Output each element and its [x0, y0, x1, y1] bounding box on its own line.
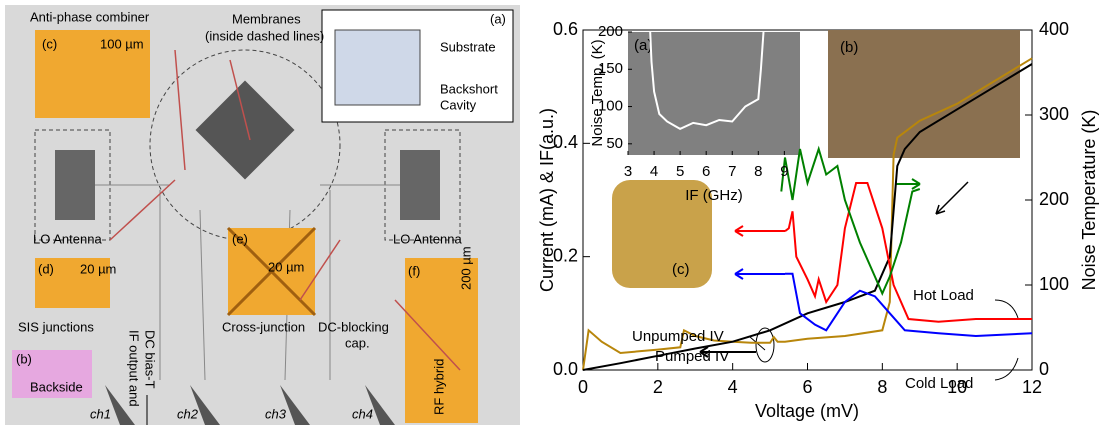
axis-arrow: [735, 269, 785, 279]
channel-label: ch2: [177, 406, 199, 421]
callout: Backside: [30, 379, 83, 394]
y-tick-label: 50: [606, 135, 623, 152]
inset-label: Cavity: [440, 97, 477, 112]
y-tick-label: 150: [598, 60, 623, 77]
callout: cap.: [345, 335, 370, 350]
series-line: [785, 274, 1032, 336]
callout: IF output and: [127, 330, 142, 407]
pointer-arrow: [936, 182, 968, 214]
y2-tick-label: 100: [1039, 274, 1069, 294]
y2-axis-label: Noise Temperature (K): [1079, 110, 1099, 291]
x-tick-label: 5: [676, 163, 684, 180]
lo-antenna: [55, 150, 95, 220]
micrograph: Anti-phase combiner Membranes (inside da…: [5, 5, 520, 425]
x-tick-label: 12: [1022, 377, 1042, 397]
y2-tick-label: 0: [1039, 359, 1049, 379]
y2-tick-label: 200: [1039, 189, 1069, 209]
series-label: Hot Load: [913, 287, 974, 304]
callout: (inside dashed lines): [205, 28, 324, 43]
series-label: Pumped IV: [655, 348, 729, 365]
panel-label: (c): [672, 261, 690, 278]
series-label: Cold Load: [905, 375, 973, 392]
y-axis-label: Noise Temp. (K): [589, 39, 606, 146]
callout: SIS junctions: [18, 319, 94, 334]
y-tick-label: 100: [598, 98, 623, 115]
y-tick-label: 200: [598, 23, 623, 40]
inset-label: Substrate: [440, 39, 496, 54]
callout: DC-blocking: [318, 319, 389, 334]
panel-label: (a): [490, 11, 506, 26]
series-line: [781, 149, 920, 294]
rf-hybrid-label: RF hybrid: [431, 359, 446, 415]
panel-label: (d): [38, 261, 54, 276]
label-pointers: [750, 300, 1018, 380]
y2-tick-label: 300: [1039, 104, 1069, 124]
callout: DC bias-T: [143, 330, 158, 389]
channel-label: ch3: [265, 406, 287, 421]
panel-label: (e): [232, 231, 248, 246]
callout: LO Antenna: [33, 231, 102, 246]
x-tick-label: 9: [780, 163, 788, 180]
y-tick-label: 0.6: [553, 19, 578, 39]
panel-label: (b): [840, 39, 858, 56]
x-tick-label: 3: [624, 163, 632, 180]
waveguide-sketch: [335, 30, 420, 105]
channel-label: ch1: [90, 406, 111, 421]
callout: Cross-junction: [222, 319, 305, 334]
y2-tick-label: 400: [1039, 19, 1069, 39]
scale-bar: 20 µm: [80, 261, 116, 276]
y-tick-label: 0.2: [553, 245, 578, 265]
scale-bar: 200 µm: [458, 246, 473, 290]
x-axis-label: IF (GHz): [685, 187, 743, 204]
x-tick-label: 2: [653, 377, 663, 397]
x-tick-label: 8: [877, 377, 887, 397]
x-tick-label: 8: [754, 163, 762, 180]
y-tick-label: 0.0: [553, 359, 578, 379]
x-tick-label: 7: [728, 163, 736, 180]
y-tick-label: 0.4: [553, 132, 578, 152]
callout: Anti-phase combiner: [30, 9, 150, 24]
axis-arrow: [895, 179, 920, 189]
x-tick-label: 4: [728, 377, 738, 397]
x-axis-label: Voltage (mV): [755, 401, 859, 421]
panel-label: (c): [42, 36, 57, 51]
inset-label: Backshort: [440, 81, 498, 96]
scale-bar: 100 µm: [100, 36, 144, 51]
callout: Membranes: [232, 11, 301, 26]
x-tick-label: 6: [802, 377, 812, 397]
scale-bar: 20 µm: [268, 259, 304, 274]
axis-arrow: [735, 226, 785, 236]
lo-antenna: [400, 150, 440, 220]
callout: LO Antenna: [393, 231, 462, 246]
series-line: [785, 183, 1032, 322]
x-tick-label: 0: [578, 377, 588, 397]
panel-label: (f): [408, 263, 420, 278]
channel-label: ch4: [352, 406, 373, 421]
panel-label: (b): [16, 351, 32, 366]
x-tick-label: 4: [650, 163, 658, 180]
series-label: Unpumped IV: [632, 328, 724, 345]
figure: Anti-phase combiner Membranes (inside da…: [0, 0, 1104, 433]
x-tick-label: 6: [702, 163, 710, 180]
